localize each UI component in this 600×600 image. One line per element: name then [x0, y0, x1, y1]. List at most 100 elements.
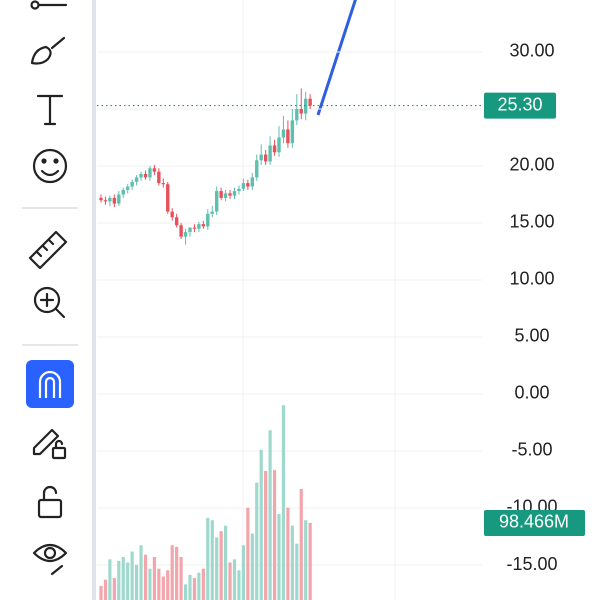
y-tick-label: 30.00	[509, 41, 554, 61]
y-tick-label: -5.00	[511, 440, 552, 460]
volume-bar	[290, 525, 294, 600]
candle-body	[304, 98, 308, 114]
volume-bar	[255, 482, 259, 600]
candle-body	[192, 227, 197, 229]
volume-bar	[166, 570, 170, 600]
candle-body	[157, 171, 161, 184]
volume-bar	[148, 568, 152, 600]
candle-body	[201, 224, 206, 227]
candle-body	[161, 183, 165, 185]
volume-bar	[175, 546, 179, 600]
candle-body	[197, 224, 201, 229]
candle-body	[232, 191, 237, 196]
candle-body	[139, 173, 143, 178]
emoji-tool[interactable]	[32, 148, 68, 184]
volume-bar	[206, 517, 210, 600]
magnet-tool[interactable]	[26, 360, 74, 408]
candle-body	[272, 145, 277, 153]
ruler-tool[interactable]	[28, 230, 68, 270]
volume-bar	[299, 488, 303, 600]
candle-body	[179, 225, 183, 237]
lock-drawing-tool[interactable]	[32, 428, 67, 460]
candle-body	[130, 181, 134, 187]
candle-body	[268, 145, 272, 162]
y-tick-label: 20.00	[509, 155, 554, 175]
volume-bar	[170, 545, 174, 600]
last-price-label: 25.30	[497, 94, 542, 114]
last-volume-box	[484, 509, 585, 536]
visibility-tool[interactable]	[32, 543, 68, 576]
volume-bar	[232, 559, 237, 600]
candle-body	[174, 217, 179, 226]
candle-body	[134, 177, 139, 182]
volume-bar	[121, 556, 125, 600]
volume-bar	[264, 470, 268, 600]
volume-bar	[103, 579, 108, 600]
volume-bar	[277, 513, 281, 600]
last-price-box	[484, 92, 556, 119]
candle-body	[188, 227, 192, 233]
volume-bar	[228, 562, 232, 600]
volume-bar	[108, 559, 112, 600]
candles	[99, 88, 312, 245]
candle-body	[223, 193, 228, 198]
unlock-tool[interactable]	[37, 485, 63, 519]
candle-body	[286, 129, 290, 144]
candle-body	[290, 120, 295, 144]
candle-body	[215, 191, 219, 212]
candle-body	[299, 108, 303, 114]
candle-body	[152, 168, 157, 172]
trend-line-drawing	[316, 0, 357, 116]
volume-bar	[286, 507, 290, 600]
candle-body	[259, 154, 263, 161]
volume-bar	[250, 533, 254, 600]
volume-bar	[112, 578, 116, 600]
zoom-tool[interactable]	[33, 286, 66, 319]
lines-tool[interactable]	[30, 0, 68, 10]
price-axis: 35.0030.0025.0020.0015.0010.005.000.00-5…	[97, 0, 585, 574]
candle-body	[108, 197, 112, 202]
candle-body	[228, 193, 232, 196]
magnet-icon	[38, 370, 62, 398]
last-volume-label: 98.466M	[499, 512, 569, 532]
brush-tool[interactable]	[30, 36, 66, 65]
candle-body	[143, 173, 148, 178]
volume-bar	[295, 543, 299, 600]
volume-bar	[268, 430, 272, 600]
text-tool[interactable]	[36, 94, 64, 126]
volume-bar	[308, 522, 312, 600]
candle-body	[206, 213, 210, 227]
candle-body	[295, 108, 299, 121]
candle-body	[210, 211, 214, 214]
y-tick-label: 10.00	[509, 269, 554, 289]
volume-bar	[192, 578, 197, 600]
y-tick-label: 5.00	[514, 326, 549, 346]
volume-bars	[99, 405, 312, 600]
volume-bar	[272, 470, 277, 600]
volume-bar	[201, 568, 205, 600]
plot: 35.0030.0025.0020.0015.0010.005.000.00-5…	[97, 0, 585, 600]
volume-bar	[130, 551, 134, 600]
candle-body	[166, 184, 170, 212]
candle-body	[241, 183, 246, 189]
volume-bar	[179, 556, 183, 600]
candle-body	[263, 154, 268, 162]
volume-bar	[157, 568, 161, 600]
candle-body	[112, 197, 117, 204]
candle-body	[103, 200, 108, 202]
volume-bar	[210, 520, 214, 600]
toolbar	[22, 0, 96, 600]
volume-bar	[99, 585, 103, 600]
volume-bar	[215, 537, 219, 600]
candle-body	[308, 98, 312, 106]
volume-bar	[237, 570, 241, 600]
volume-bar	[139, 545, 143, 600]
volume-bar	[259, 449, 263, 600]
candle-body	[277, 137, 281, 153]
grid	[97, 0, 482, 600]
volume-bar	[281, 405, 286, 600]
candle-body	[246, 183, 250, 187]
volume-bar	[152, 556, 156, 600]
candle-body	[219, 191, 223, 198]
